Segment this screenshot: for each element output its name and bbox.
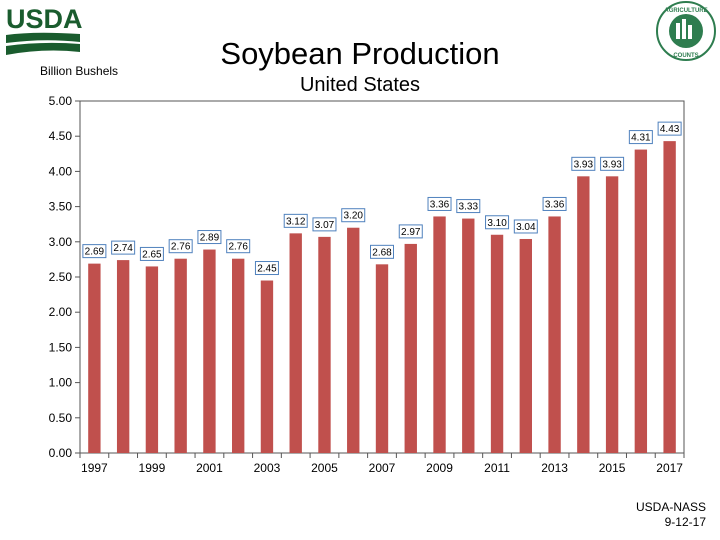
source-date: 9-12-17 [664,515,706,529]
data-label-box [111,240,136,255]
data-label-box [571,156,596,171]
bar [289,233,302,453]
data-label: 3.20 [344,211,364,222]
data-label-box [82,244,107,259]
data-label: 4.31 [631,133,651,144]
x-tick-label: 2011 [484,461,510,475]
data-label: 3.07 [315,220,335,231]
x-tick-label: 2007 [369,461,396,475]
x-tick-label: 1997 [81,461,108,475]
data-label-box [485,215,510,230]
data-label-box [312,217,337,232]
data-label-box [456,199,481,214]
data-label: 3.93 [602,159,622,170]
data-label: 3.93 [574,159,594,170]
y-tick-label: 4.50 [49,129,73,143]
data-label: 2.76 [228,242,248,253]
data-label-box [370,244,394,259]
x-tick-label: 2001 [196,461,223,475]
seal-text-bottom: COUNTS [673,53,698,59]
data-label: 2.97 [401,227,421,238]
data-label: 2.74 [113,243,133,254]
bar [347,227,360,453]
x-tick-label: 2013 [541,461,568,475]
bar [116,260,130,453]
bar [88,263,101,453]
y-tick-label: 1.50 [49,340,73,354]
data-label-box [398,224,423,239]
y-tick-label: 1.00 [49,376,73,390]
usda-logo-text: USDA [6,4,82,34]
chart-title: Soybean Production [220,36,500,71]
x-tick-label: 2003 [254,461,281,475]
data-label: 3.36 [430,199,450,210]
bar [605,176,619,453]
data-label-box [226,239,251,254]
bar [174,258,187,453]
data-label: 3.12 [286,216,306,227]
bar [260,280,274,453]
x-tick-label: 2009 [426,461,453,475]
y-tick-label: 2.00 [49,305,73,319]
x-tick-label: 2005 [311,461,338,475]
data-label-box [197,230,222,245]
y-tick-label: 3.00 [49,235,73,249]
bar [232,258,245,453]
y-tick-label: 0.50 [49,411,73,425]
bar [375,264,389,453]
bar [145,266,159,453]
data-label-box [427,196,452,211]
y-tick-label: 2.50 [49,270,73,284]
bar [634,149,648,454]
data-label: 3.04 [516,222,536,233]
bar [404,243,417,453]
data-label-box [600,156,625,171]
source-note: USDA-NASS 9-12-17 [586,500,706,530]
bar [462,218,475,453]
usda-logo: USDA [6,4,82,55]
seal-text-top: AGRICULTURE [664,8,707,14]
data-label-box [513,219,538,234]
bar [490,234,504,453]
data-label: 2.68 [372,247,392,258]
data-label-box [283,213,308,228]
data-label: 2.89 [200,233,220,244]
data-label: 3.33 [459,202,479,213]
data-label: 3.10 [487,218,507,229]
data-label-box [341,208,366,223]
chart-subtitle: United States [299,74,421,96]
y-tick-label: 0.00 [49,446,73,460]
data-label: 2.65 [142,249,162,260]
bar [318,236,331,453]
data-label-box [628,130,653,145]
y-tick-label: 5.00 [49,94,73,108]
data-label-box [542,196,567,211]
y-tick-label: 3.50 [49,200,73,214]
data-label: 4.43 [660,124,680,135]
bar [577,176,590,453]
data-label-box [168,239,193,254]
data-label: 3.36 [545,199,565,210]
x-tick-label: 2017 [656,461,683,475]
x-tick-label: 1999 [139,461,166,475]
bar [519,238,532,453]
bar [663,141,676,454]
data-label-box [657,121,682,136]
agriculture-counts-seal: AGRICULTURE COUNTS [656,1,716,61]
bar [433,216,446,453]
x-tick-label: 2015 [599,461,626,475]
data-label: 2.76 [171,242,191,253]
data-label: 2.45 [257,264,277,275]
bar [548,216,561,453]
data-label-box [139,246,164,261]
data-label: 2.69 [85,247,105,258]
y-tick-label: 4.00 [49,164,73,178]
source-agency: USDA-NASS [635,500,706,514]
bar [203,249,216,453]
data-label-box [254,261,279,276]
y-axis-label: Billion Bushels [40,64,119,78]
